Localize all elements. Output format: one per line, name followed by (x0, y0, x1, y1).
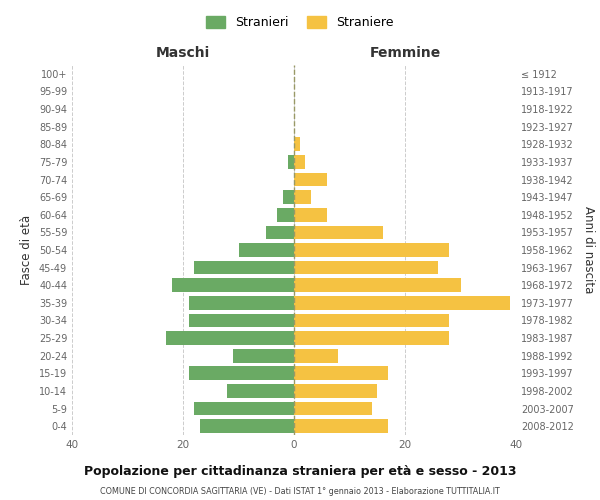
Bar (289, 155, 294, 169)
Bar (294, 226, 383, 239)
Bar (294, 278, 461, 292)
Bar (294, 296, 511, 310)
Text: Maschi: Maschi (156, 46, 210, 60)
Bar (294, 384, 377, 398)
Y-axis label: Fasce di età: Fasce di età (20, 215, 33, 285)
Bar (294, 243, 449, 257)
Text: Femmine: Femmine (370, 46, 440, 60)
Bar (294, 190, 311, 204)
Bar (294, 402, 372, 415)
Bar (294, 366, 388, 380)
Bar (294, 331, 449, 345)
Bar (194, 402, 294, 415)
Bar (233, 349, 294, 362)
Bar (294, 155, 305, 169)
Bar (166, 331, 294, 345)
Y-axis label: Anni di nascita: Anni di nascita (582, 206, 595, 294)
Bar (294, 420, 388, 433)
Bar (294, 260, 439, 274)
Bar (294, 208, 328, 222)
Bar (294, 172, 328, 186)
Bar (294, 314, 449, 328)
Bar (172, 278, 294, 292)
Text: Popolazione per cittadinanza straniera per età e sesso - 2013: Popolazione per cittadinanza straniera p… (84, 465, 516, 478)
Bar (188, 314, 294, 328)
Bar (200, 420, 294, 433)
Bar (283, 190, 294, 204)
Bar (294, 349, 338, 362)
Bar (194, 260, 294, 274)
Text: COMUNE DI CONCORDIA SAGITTARIA (VE) - Dati ISTAT 1° gennaio 2013 - Elaborazione : COMUNE DI CONCORDIA SAGITTARIA (VE) - Da… (100, 488, 500, 496)
Bar (277, 208, 294, 222)
Legend: Stranieri, Straniere: Stranieri, Straniere (202, 11, 398, 34)
Bar (227, 384, 294, 398)
Bar (188, 296, 294, 310)
Bar (294, 138, 299, 151)
Bar (266, 226, 294, 239)
Bar (239, 243, 294, 257)
Bar (188, 366, 294, 380)
